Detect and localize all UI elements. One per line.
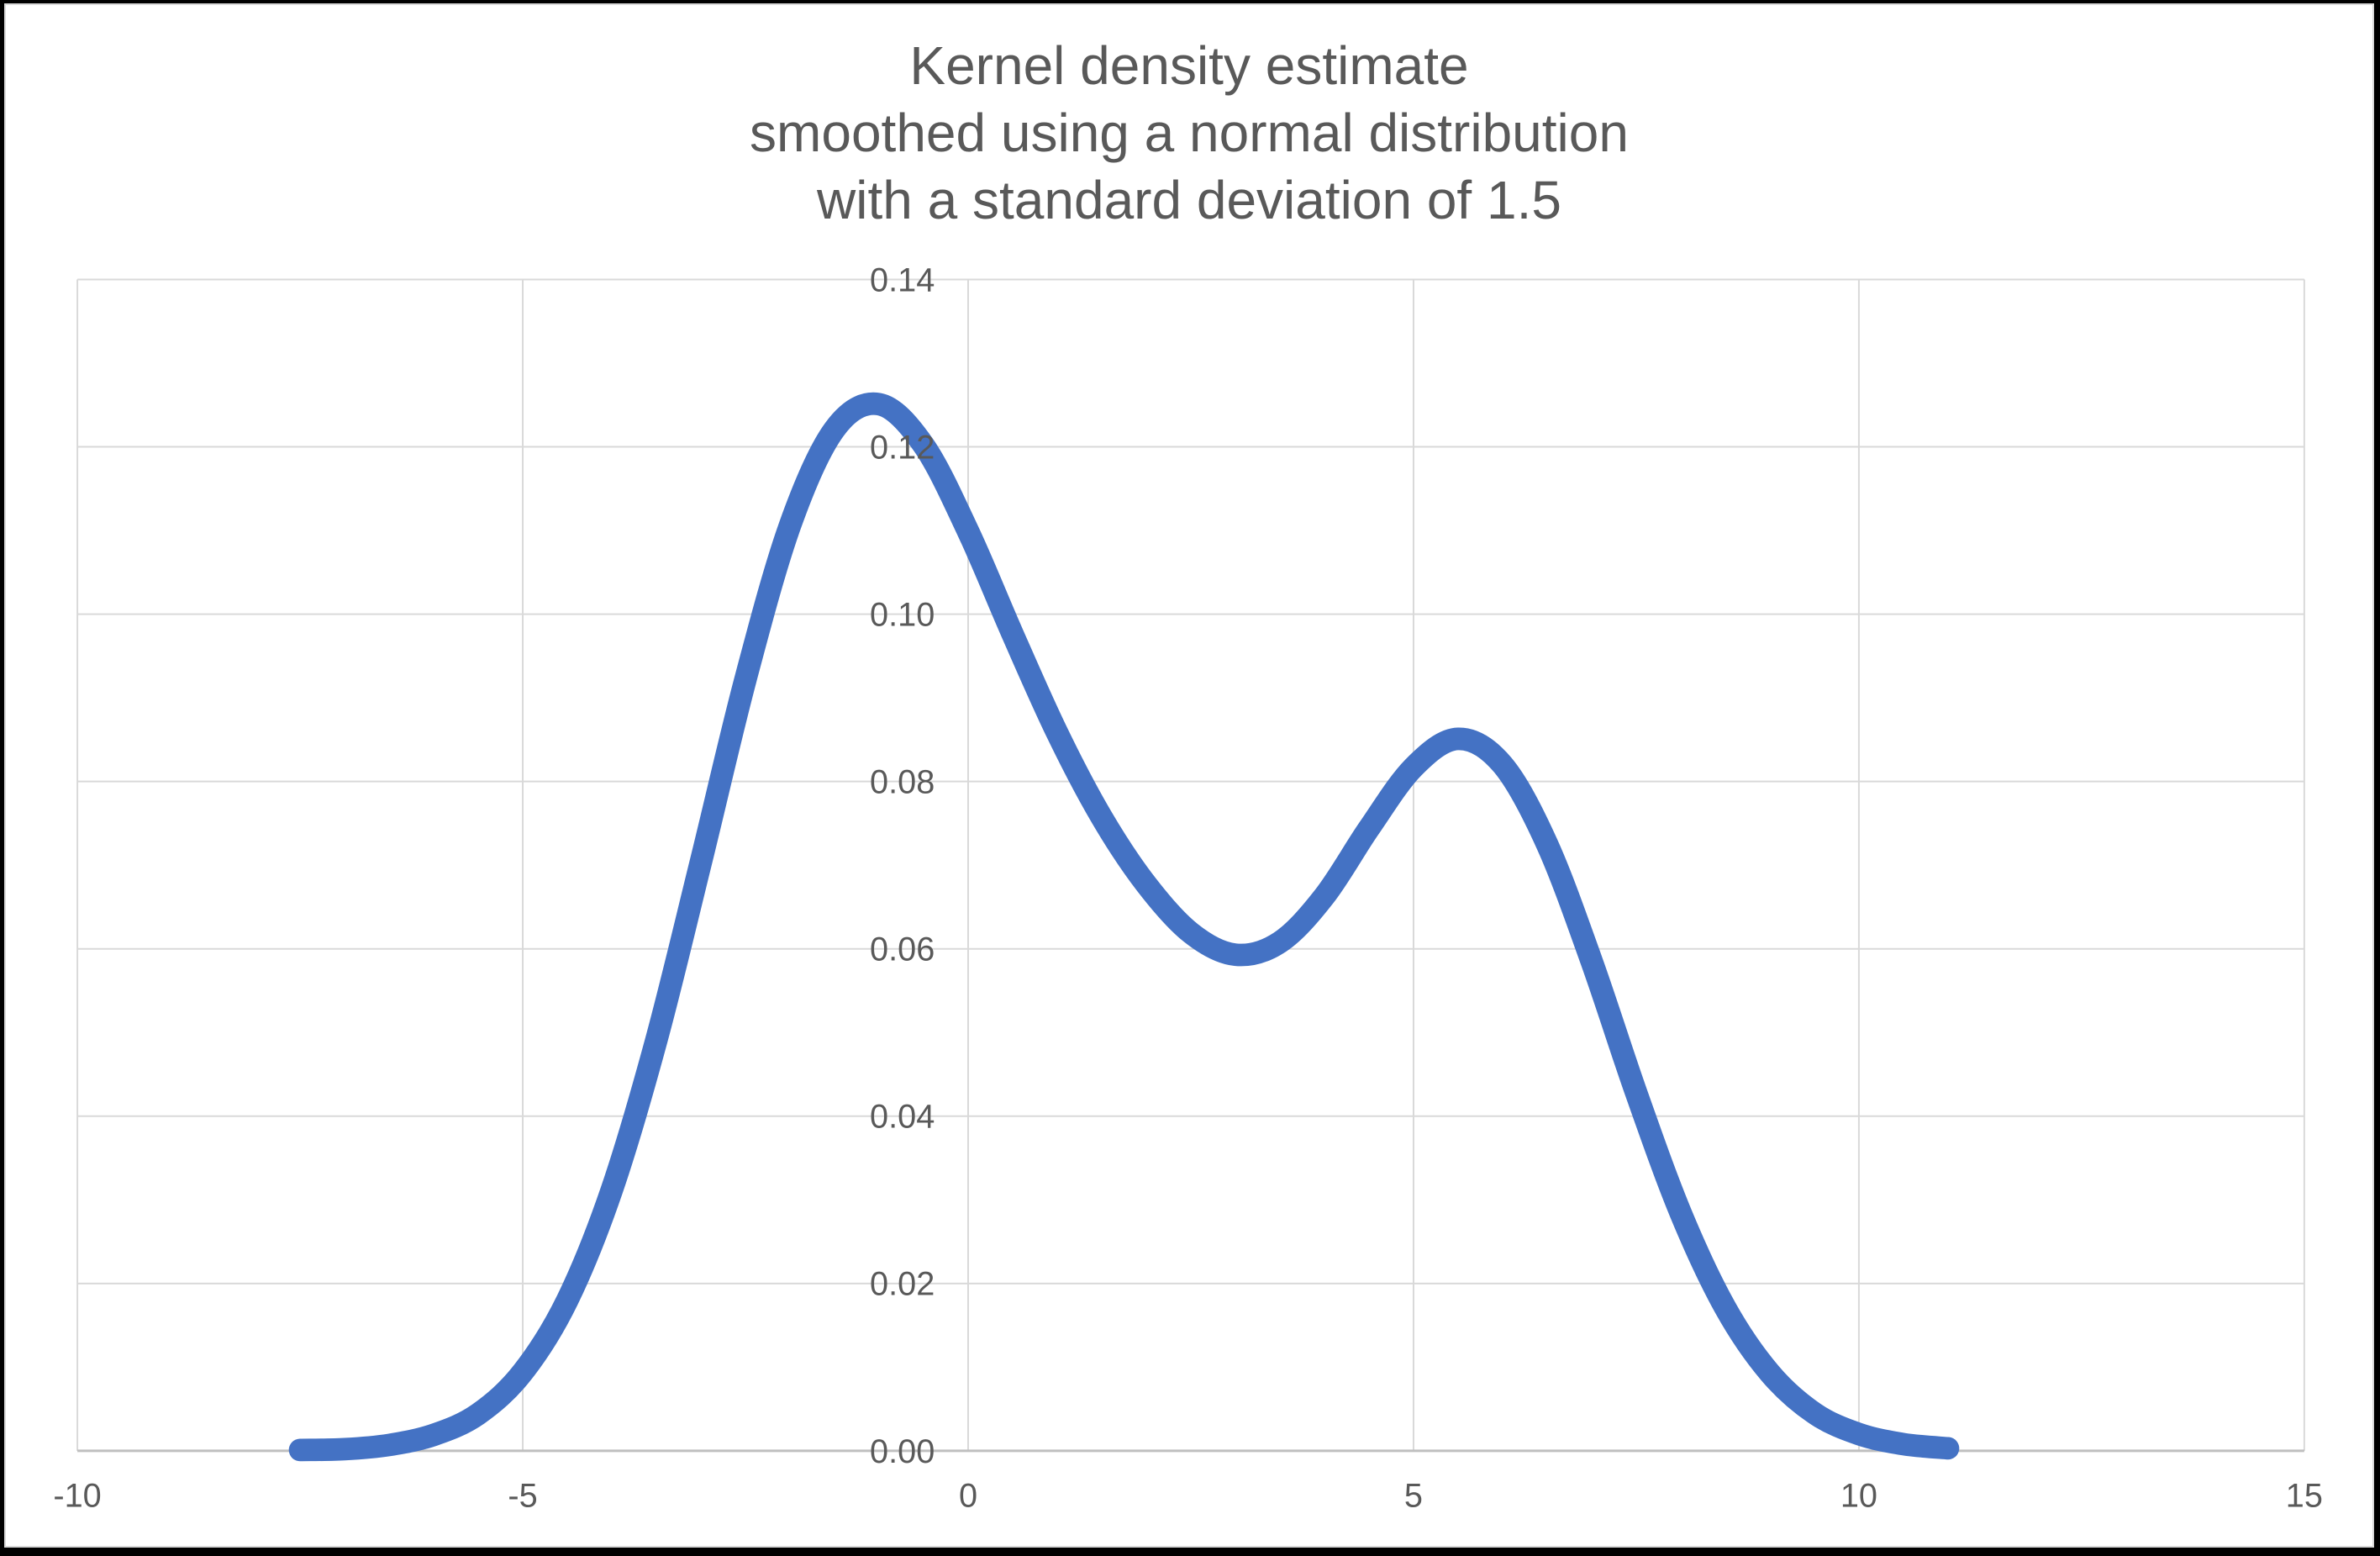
x-tick-label: -10 (53, 1477, 101, 1514)
chart-title-line-3: with a standard deviation of 1.5 (817, 170, 1561, 230)
y-tick-label: 0.12 (870, 429, 935, 466)
y-tick-label: 0.00 (870, 1433, 935, 1470)
x-axis-tick-labels: -10 -5 0 5 10 15 (53, 1477, 2323, 1514)
y-tick-label: 0.10 (870, 596, 935, 633)
x-tick-label: 10 (1840, 1477, 1877, 1514)
x-tick-label: -5 (508, 1477, 537, 1514)
chart-title-line-1: Kernel density estimate (909, 35, 1469, 96)
y-axis-tick-labels: 0.00 0.02 0.04 0.06 0.08 0.10 0.12 0.14 (870, 261, 935, 1469)
y-tick-label: 0.06 (870, 931, 935, 968)
gridlines (76, 278, 2305, 1451)
x-tick-label: 15 (2286, 1477, 2323, 1514)
chart-title: Kernel density estimate smoothed using a… (4, 32, 2374, 234)
y-tick-label: 0.08 (870, 764, 935, 801)
chart-title-line-2: smoothed using a normal distribution (750, 103, 1629, 163)
x-tick-label: 0 (959, 1477, 977, 1514)
y-tick-label: 0.14 (870, 261, 935, 298)
kde-curve (288, 392, 1960, 1462)
y-tick-label: 0.04 (870, 1099, 935, 1136)
x-tick-label: 5 (1404, 1477, 1423, 1514)
y-tick-label: 0.02 (870, 1266, 935, 1303)
plot-area: 0.00 0.02 0.04 0.06 0.08 0.10 0.12 0.14 -10 -5 0 5… (53, 261, 2323, 1514)
